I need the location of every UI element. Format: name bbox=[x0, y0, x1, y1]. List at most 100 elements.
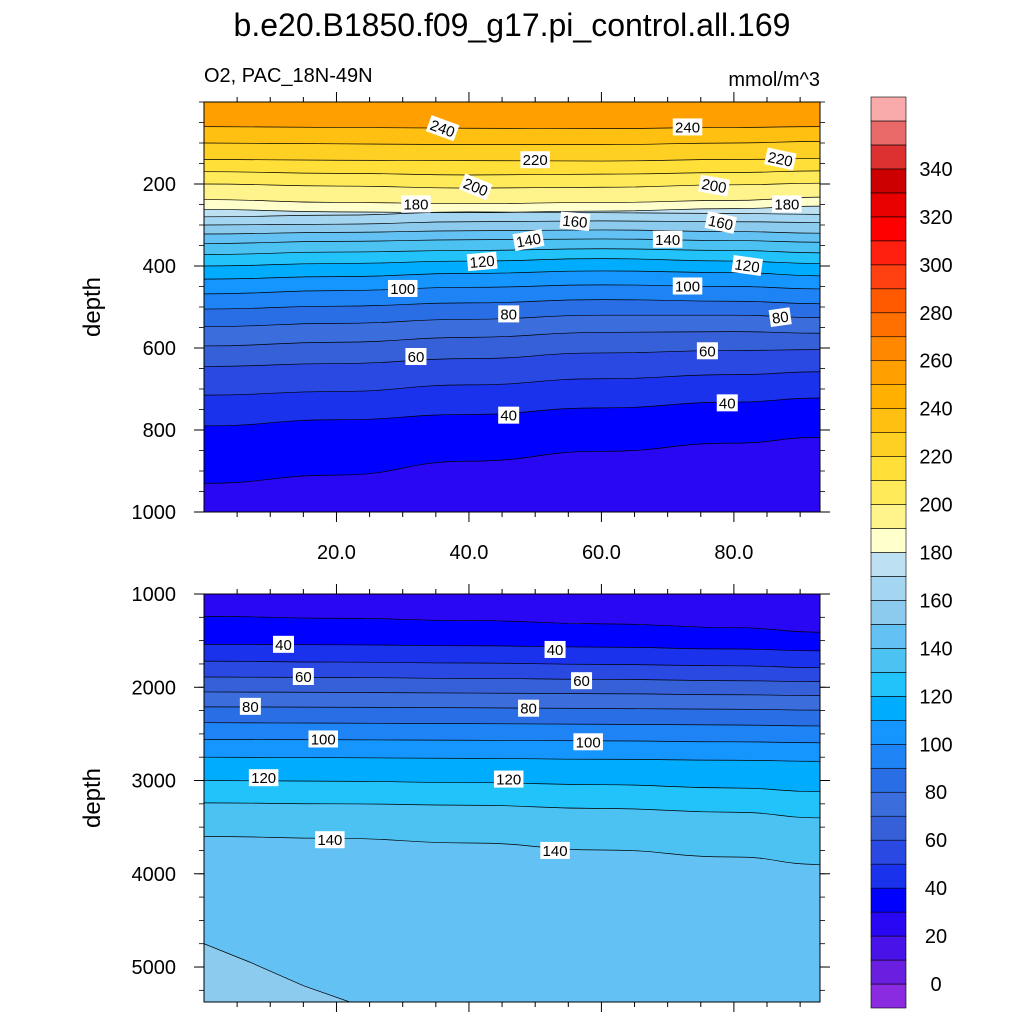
colorbar-swatch bbox=[870, 408, 907, 433]
colorbar-swatch bbox=[870, 528, 907, 553]
contour-label-box bbox=[425, 115, 460, 142]
contour-label-box bbox=[764, 147, 797, 171]
contour-label: 80 bbox=[768, 307, 792, 328]
contour-line bbox=[204, 229, 820, 235]
contour-label-text: 160 bbox=[707, 213, 735, 235]
contour-label-text: 60 bbox=[295, 669, 312, 686]
colorbar-tick-label: 0 bbox=[930, 974, 941, 996]
colorbar-tick-label: 80 bbox=[925, 782, 947, 804]
contour-line bbox=[204, 182, 820, 189]
colorbar-tick-label: 340 bbox=[919, 159, 952, 181]
contour-line bbox=[204, 248, 820, 255]
colorbar-tick-label: 200 bbox=[919, 495, 952, 517]
contour-label-text: 240 bbox=[675, 119, 700, 136]
contour-label-box bbox=[672, 277, 703, 295]
contour-label-box bbox=[540, 841, 570, 859]
contour-label: 220 bbox=[520, 151, 550, 169]
colorbar-swatch bbox=[870, 935, 907, 961]
contour-line bbox=[204, 371, 820, 396]
y-tick-label: 1000 bbox=[132, 584, 177, 606]
colorbar-swatch bbox=[870, 576, 907, 601]
contour-label-box bbox=[518, 699, 540, 717]
colorbar-tick-label: 140 bbox=[919, 638, 952, 660]
colorbar-swatch bbox=[870, 648, 907, 673]
contour-label-text: 160 bbox=[562, 213, 588, 232]
contour-label-box bbox=[772, 195, 802, 213]
contour-line bbox=[204, 331, 820, 347]
contour-band bbox=[204, 594, 820, 633]
contour-label-text: 100 bbox=[390, 281, 415, 298]
contour-label: 60 bbox=[696, 342, 718, 360]
contour-label-box bbox=[731, 255, 763, 276]
colorbar-swatch bbox=[870, 720, 907, 745]
contour-label-box bbox=[308, 730, 338, 748]
contour-label-text: 80 bbox=[771, 309, 790, 328]
contour-line bbox=[204, 126, 820, 130]
colorbar-swatch bbox=[870, 168, 907, 194]
colorbar-tick-label: 20 bbox=[925, 926, 947, 948]
contour-label: 200 bbox=[698, 174, 731, 197]
contour-line bbox=[204, 299, 820, 310]
contour-label-text: 40 bbox=[500, 408, 517, 425]
contour-label-text: 140 bbox=[655, 232, 680, 249]
colorbar-swatch bbox=[870, 432, 907, 457]
colorbar-swatch bbox=[870, 360, 907, 385]
contour-label: 100 bbox=[672, 277, 703, 296]
contour-line bbox=[204, 196, 820, 205]
colorbar-swatch bbox=[870, 887, 907, 913]
contour-label: 60 bbox=[292, 667, 314, 686]
contour-line bbox=[204, 437, 820, 484]
contour-label-text: 40 bbox=[275, 637, 292, 654]
contour-line bbox=[204, 691, 820, 696]
contour-label-box bbox=[405, 348, 427, 366]
contour-label-text: 140 bbox=[543, 843, 568, 860]
plot-frame bbox=[203, 593, 821, 1003]
contour-label-text: 40 bbox=[719, 395, 736, 412]
colorbar-tick-label: 300 bbox=[919, 255, 952, 277]
contour-label: 120 bbox=[493, 770, 524, 789]
colorbar-tick-label: 40 bbox=[925, 878, 947, 900]
x-tick-label: 20.0 bbox=[317, 542, 356, 564]
contour-label-text: 120 bbox=[733, 256, 760, 276]
colorbar-tick-label: 260 bbox=[919, 351, 952, 373]
contour-label-text: 140 bbox=[317, 832, 342, 849]
colorbar-swatch bbox=[870, 336, 907, 362]
contour-label: 40 bbox=[272, 635, 294, 654]
contour-label-text: 120 bbox=[496, 772, 521, 789]
contour-line bbox=[204, 270, 820, 280]
contour-label-text: 120 bbox=[469, 253, 495, 272]
contour-label: 240 bbox=[672, 118, 703, 136]
colorbar-tick-label: 280 bbox=[919, 303, 952, 325]
contour-label-text: 60 bbox=[699, 343, 716, 360]
contour-line bbox=[204, 836, 820, 865]
contour-label: 140 bbox=[652, 230, 683, 249]
x-tick-label: 80.0 bbox=[714, 542, 753, 564]
contour-line bbox=[204, 756, 820, 762]
contour-label: 180 bbox=[772, 195, 802, 214]
colorbar-swatch bbox=[870, 696, 907, 721]
colorbar-swatch bbox=[870, 216, 907, 242]
contour-label: 160 bbox=[704, 211, 737, 235]
contour-label: 40 bbox=[498, 406, 520, 425]
contour-label-box bbox=[573, 733, 603, 751]
contour-line bbox=[204, 170, 820, 176]
chart-units-label: mmol/m^3 bbox=[728, 69, 820, 91]
colorbar-tick-label: 100 bbox=[919, 734, 952, 756]
contour-label: 120 bbox=[248, 769, 279, 787]
contour-label: 100 bbox=[573, 733, 603, 751]
contour-label: 100 bbox=[308, 730, 338, 748]
contour-label-box bbox=[716, 394, 738, 412]
y-tick-label: 600 bbox=[143, 338, 176, 360]
contour-label-box bbox=[493, 770, 524, 788]
contour-label-box bbox=[559, 211, 591, 231]
contour-label-text: 220 bbox=[766, 149, 794, 171]
contour-label-box bbox=[512, 229, 545, 252]
contour-label-box bbox=[698, 174, 731, 197]
contour-label-box bbox=[571, 672, 593, 690]
contour-label-text: 100 bbox=[311, 731, 336, 748]
colorbar-swatch bbox=[870, 312, 907, 338]
contour-band bbox=[204, 102, 820, 129]
contour-label-box bbox=[672, 118, 703, 136]
